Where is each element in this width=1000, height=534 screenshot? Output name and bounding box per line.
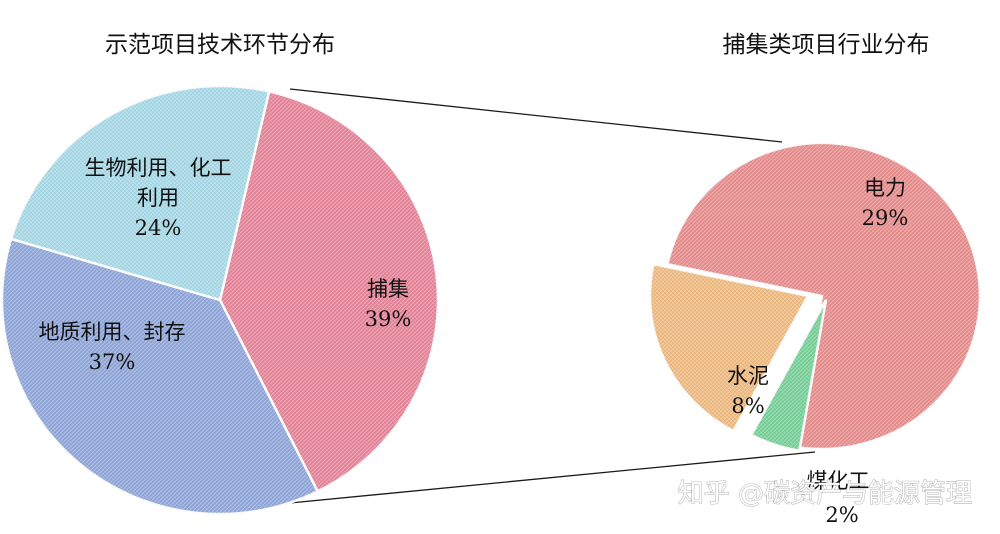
right-chart-title: 捕集类项目行业分布 — [723, 32, 930, 58]
slice-label-geological-value: 37% — [89, 350, 136, 374]
slice-label-geological-name: 地质利用、封存 — [39, 320, 186, 344]
pie-slice-bio-chemical-texture — [11, 86, 270, 300]
slice-label-capture-value: 39% — [365, 307, 412, 331]
slice-label-geological: 地质利用、封存 37% — [39, 320, 186, 374]
slice-label-coal-chemical: 煤化工 2% — [807, 469, 870, 527]
slice-label-power-value: 29% — [862, 206, 909, 230]
slice-label-bio-chemical-name: 生物利用、化工利用 — [85, 156, 232, 210]
connector-line-bottom — [289, 451, 816, 504]
bio-label-line-1: 生物利用、化工 — [85, 156, 232, 180]
slice-label-bio-chemical-value: 24% — [135, 216, 182, 240]
pie-slice-power — [665, 141, 982, 451]
slice-label-capture: 捕集 39% — [365, 277, 412, 331]
left-pie-chart — [0, 84, 440, 516]
left-chart-title: 示范项目技术环节分布 — [105, 32, 335, 58]
pie-slice-geological-texture — [2, 238, 318, 515]
pie-slice-coal-chemical-texture — [751, 299, 826, 451]
watermark-text: 知乎 @碳资产与能源管理 — [678, 479, 972, 509]
slice-label-coal-chemical-name: 煤化工 — [807, 469, 870, 493]
slice-label-coal-chemical-value: 2% — [825, 503, 858, 527]
pie-slice-bio-chemical — [9, 84, 271, 302]
bio-label-line-2: 利用 — [137, 186, 179, 210]
pie-slice-cement-texture — [649, 264, 808, 431]
pie-slice-geological — [0, 237, 320, 516]
pie-slice-capture — [218, 90, 440, 494]
slice-label-capture-name: 捕集 — [367, 277, 409, 301]
slice-label-cement-value: 8% — [731, 394, 764, 418]
slice-label-cement-name: 水泥 — [727, 364, 769, 388]
pie-slice-cement — [648, 262, 810, 433]
pie-slice-coal-chemical — [749, 299, 828, 453]
slice-label-bio-chemical: 生物利用、化工利用 24% — [85, 156, 232, 240]
slice-label-cement: 水泥 8% — [727, 364, 769, 418]
pie-slice-capture-texture — [220, 91, 439, 492]
pie-slice-power-texture — [667, 142, 980, 449]
slice-label-power: 电力 29% — [862, 176, 909, 230]
connector-line-top — [289, 88, 783, 143]
slice-label-power-name: 电力 — [864, 176, 906, 200]
right-pie-chart — [648, 141, 982, 453]
